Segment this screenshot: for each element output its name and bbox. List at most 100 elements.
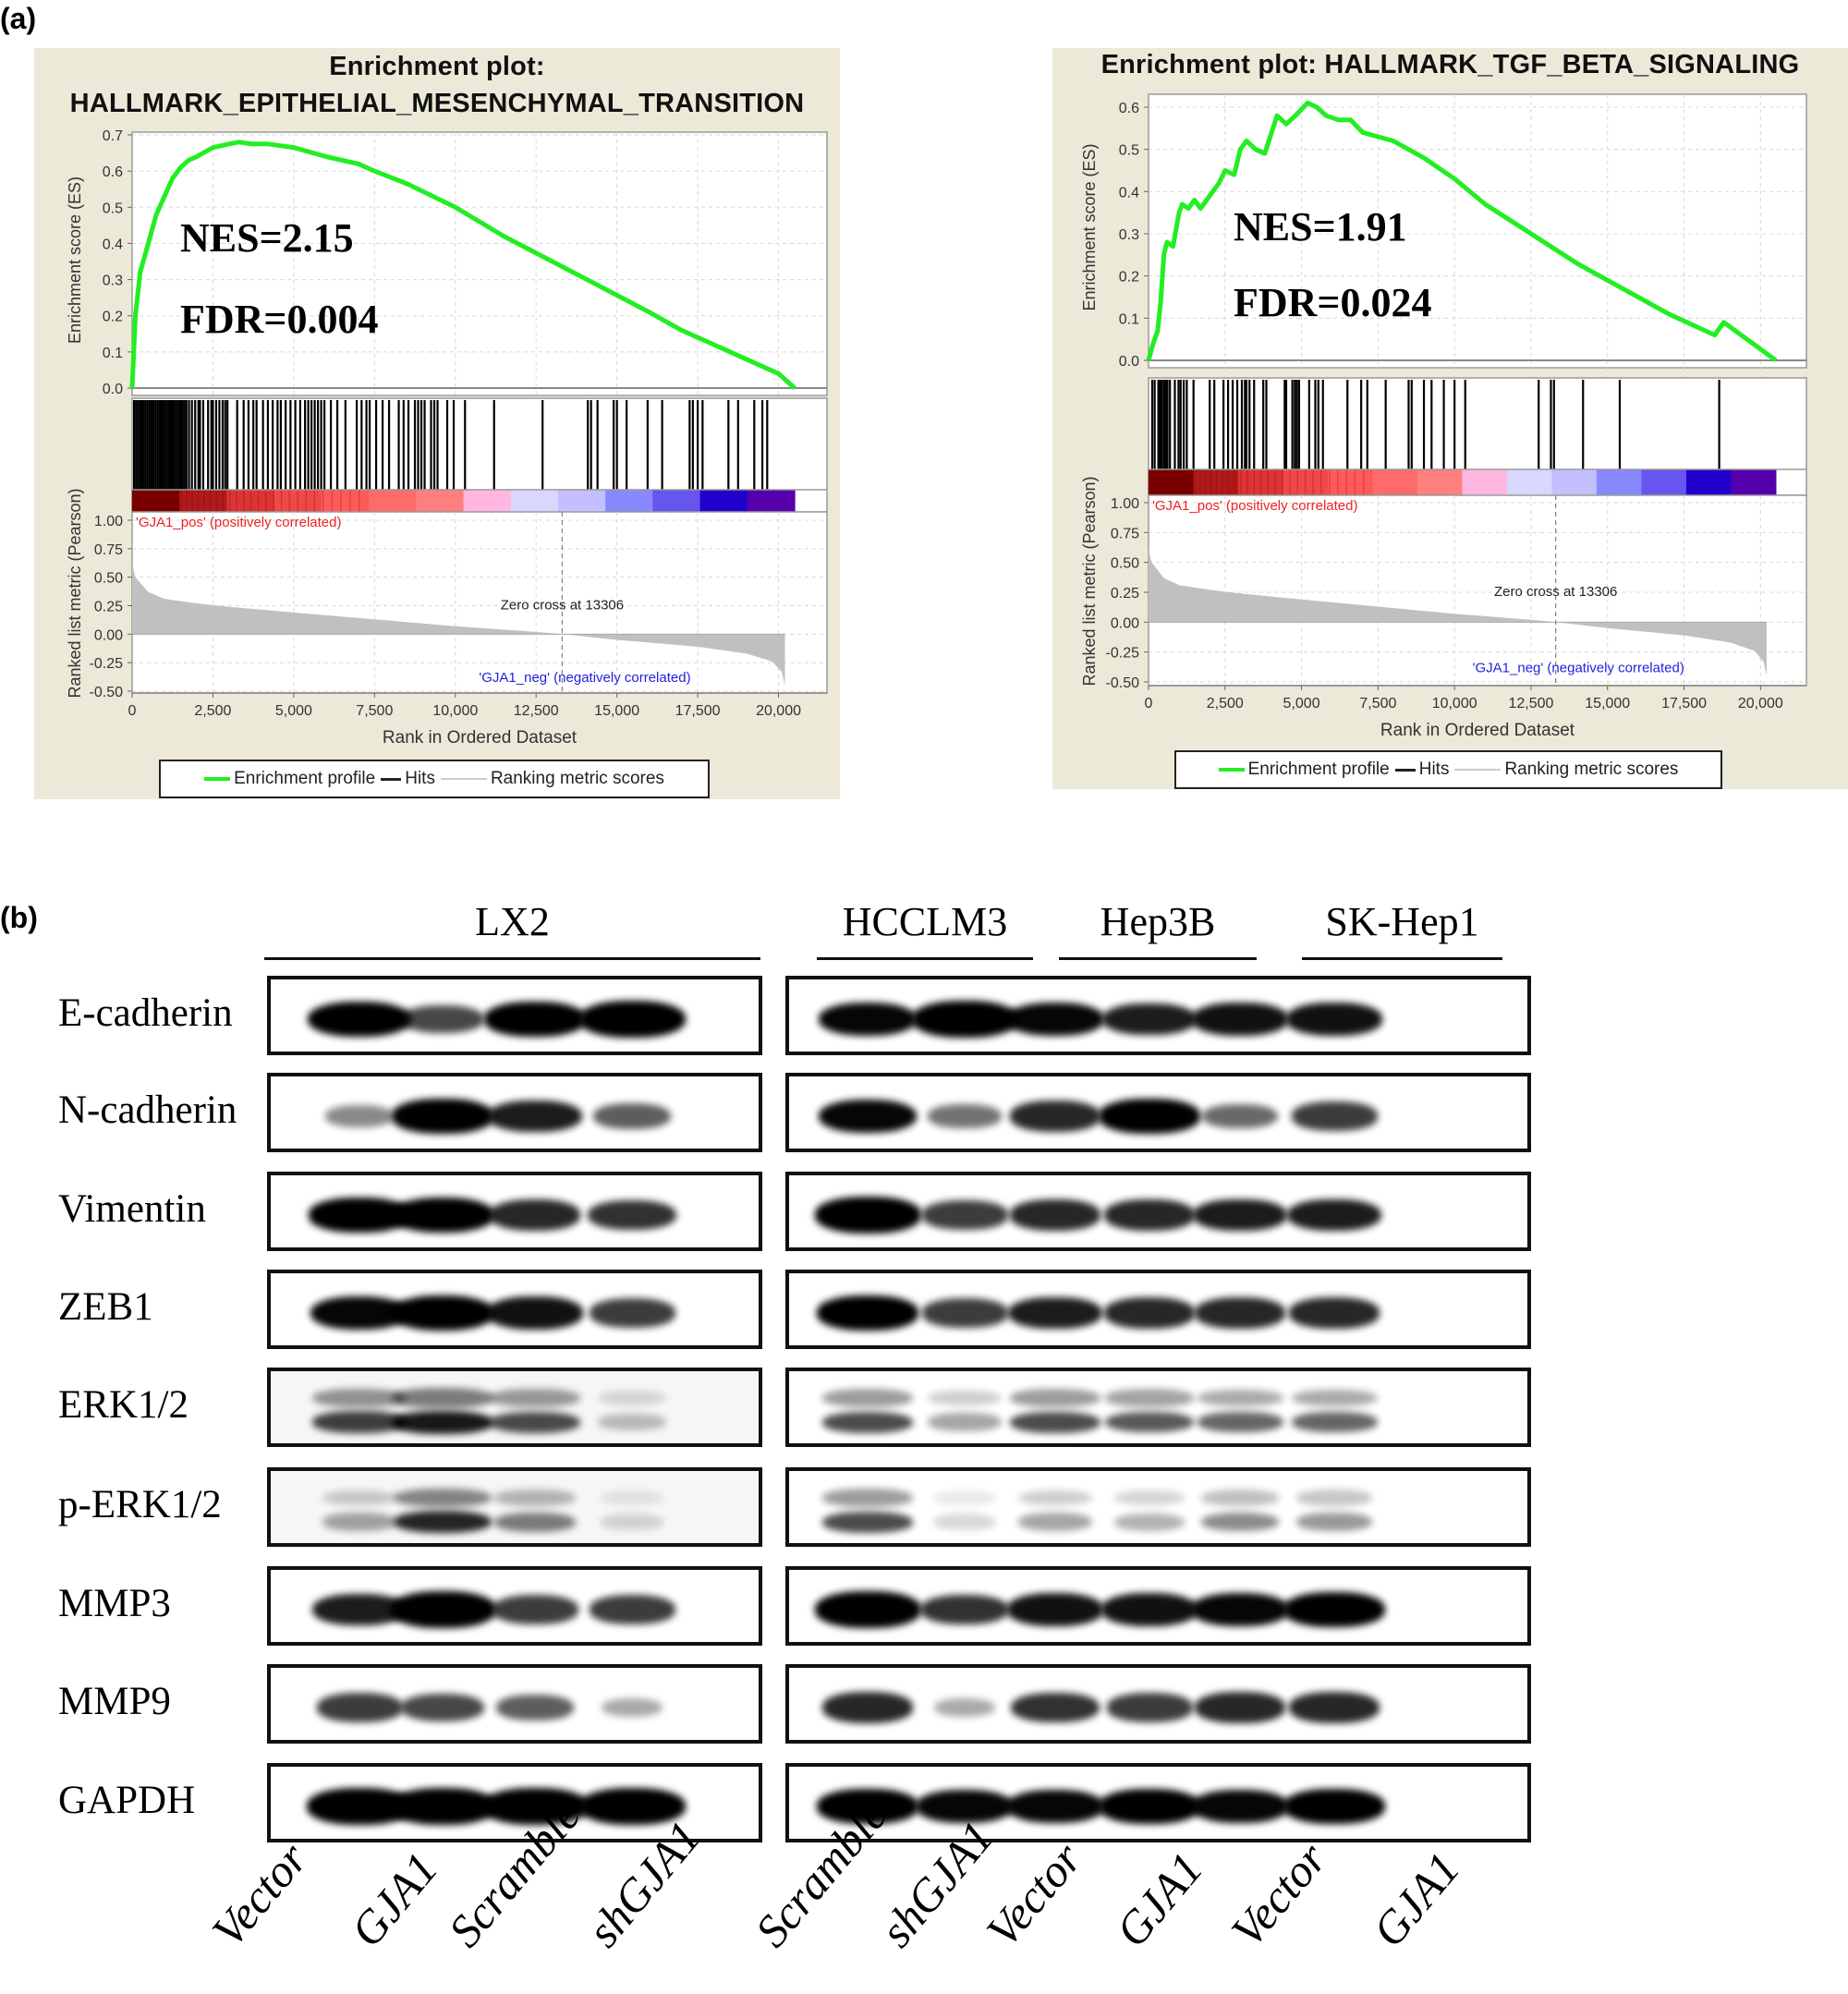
- protein-band: [1009, 1199, 1101, 1231]
- legend-ranking-label: Ranking metric scores: [490, 769, 664, 788]
- lane-label: GJA1: [340, 1842, 448, 1957]
- protein-band: [818, 1002, 918, 1037]
- protein-band: [392, 1410, 493, 1434]
- legend-ranking: Ranking metric scores: [1454, 760, 1678, 780]
- svg-text:0.4: 0.4: [1119, 185, 1139, 201]
- protein-band: [589, 1298, 675, 1328]
- black-line-icon: [381, 777, 402, 781]
- svg-text:'GJA1_pos' (positively correla: 'GJA1_pos' (positively correlated): [1152, 498, 1358, 514]
- protein-band: [494, 1512, 576, 1532]
- protein-band: [589, 1595, 675, 1624]
- blot-strip-hcc-mmp9: [785, 1664, 1531, 1744]
- svg-text:0.6: 0.6: [103, 164, 123, 180]
- blot-strip-lx2-mmp3: [267, 1566, 762, 1646]
- protein-band: [592, 1103, 672, 1129]
- lane-label: Vector: [1221, 1832, 1337, 1957]
- svg-text:Rank in Ordered Dataset: Rank in Ordered Dataset: [383, 728, 578, 748]
- svg-text:2,500: 2,500: [194, 703, 231, 719]
- protein-band: [1291, 1412, 1378, 1432]
- protein-band: [1283, 1789, 1385, 1824]
- protein-band: [1197, 1389, 1283, 1407]
- protein-band: [1018, 1489, 1092, 1506]
- svg-text:Enrichment score (ES): Enrichment score (ES): [66, 176, 84, 344]
- svg-text:15,000: 15,000: [1585, 696, 1630, 711]
- protein-band: [928, 1390, 1002, 1406]
- svg-text:0.00: 0.00: [1111, 615, 1139, 631]
- protein-band: [1291, 1101, 1378, 1131]
- protein-band: [578, 1788, 686, 1825]
- svg-text:12,500: 12,500: [1508, 696, 1553, 711]
- protein-band: [1009, 1411, 1101, 1433]
- protein-band: [1192, 1003, 1288, 1036]
- protein-band: [911, 1001, 1018, 1038]
- protein-band: [1102, 1003, 1197, 1036]
- svg-text:5,000: 5,000: [275, 703, 312, 719]
- protein-band: [307, 1001, 412, 1038]
- protein-band: [814, 1591, 921, 1628]
- svg-text:Enrichment score (ES): Enrichment score (ES): [1080, 143, 1099, 310]
- protein-band: [1200, 1512, 1280, 1532]
- svg-text:2,500: 2,500: [1207, 696, 1244, 711]
- protein-band: [322, 1513, 396, 1531]
- protein-band: [1008, 1296, 1102, 1330]
- blot-strip-hcc-zeb1: [785, 1270, 1531, 1349]
- legend-ranking-label: Ranking metric scores: [1504, 760, 1679, 779]
- svg-text:0.2: 0.2: [1119, 270, 1139, 286]
- legend-enrichment-label: Enrichment profile: [234, 769, 376, 788]
- protein-band: [393, 1510, 492, 1534]
- protein-band: [392, 1388, 493, 1408]
- svg-text:0.0: 0.0: [1119, 354, 1139, 370]
- protein-band: [915, 1789, 1015, 1824]
- svg-text:0.0: 0.0: [103, 382, 123, 397]
- protein-band: [1200, 1489, 1280, 1506]
- svg-text:5,000: 5,000: [1283, 696, 1320, 711]
- nes-value: NES=2.15: [180, 215, 354, 261]
- protein-band: [495, 1695, 575, 1720]
- protein-band: [489, 1389, 581, 1407]
- protein-band: [588, 1199, 676, 1231]
- svg-text:10,000: 10,000: [1432, 696, 1477, 711]
- protein-band: [920, 1594, 1009, 1625]
- svg-text:0.1: 0.1: [1119, 311, 1139, 327]
- svg-text:-0.50: -0.50: [90, 685, 124, 700]
- protein-band: [600, 1514, 664, 1530]
- svg-text:-0.50: -0.50: [1106, 675, 1140, 691]
- protein-band: [821, 1411, 914, 1433]
- protein-band: [821, 1489, 914, 1507]
- svg-text:-0.25: -0.25: [90, 656, 124, 672]
- svg-text:'GJA1_neg' (negatively correla: 'GJA1_neg' (negatively correlated): [1473, 660, 1684, 675]
- svg-text:0.7: 0.7: [103, 128, 123, 144]
- gsea-chart-tgfb: 0.0 0.1 0.2 0.3 0.4 0.5 0.6 Enrichment score (E…: [1080, 93, 1807, 740]
- svg-text:7,500: 7,500: [356, 703, 393, 719]
- row-label-vimentin: Vimentin: [58, 1187, 206, 1231]
- gray-line-icon: [1454, 769, 1502, 771]
- gray-line-icon: [440, 778, 487, 780]
- protein-band: [821, 1389, 914, 1407]
- protein-band: [1190, 1789, 1290, 1824]
- protein-band: [1197, 1412, 1283, 1432]
- protein-band: [1288, 1692, 1380, 1723]
- protein-band: [1005, 1002, 1105, 1037]
- protein-band: [312, 1389, 407, 1407]
- protein-band: [488, 1100, 582, 1133]
- row-label-p-erk1-2: p-ERK1/2: [58, 1483, 222, 1526]
- group-underline-skhep1: [1302, 957, 1502, 960]
- protein-band: [598, 1413, 666, 1431]
- green-line-icon: [204, 777, 231, 781]
- protein-band: [1011, 1692, 1100, 1723]
- row-label-erk1-2: ERK1/2: [58, 1383, 188, 1427]
- blot-strip-hcc-e-cadherin: [785, 976, 1531, 1055]
- cell-line-hep3b: Hep3B: [1100, 899, 1216, 944]
- blot-strip-lx2-p-erk1-2: [267, 1467, 762, 1547]
- svg-text:12,500: 12,500: [514, 703, 559, 719]
- cell-line-skhep1: SK-Hep1: [1325, 899, 1479, 944]
- protein-band: [325, 1105, 394, 1127]
- blot-strip-hcc-vimentin: [785, 1172, 1531, 1251]
- blot-strip-lx2-erk1-2: [267, 1368, 762, 1447]
- legend-enrichment: Enrichment profile: [1218, 760, 1390, 780]
- protein-band: [814, 1197, 921, 1234]
- svg-text:0.75: 0.75: [94, 542, 123, 558]
- svg-text:10,000: 10,000: [432, 703, 478, 719]
- svg-text:1.00: 1.00: [94, 514, 123, 529]
